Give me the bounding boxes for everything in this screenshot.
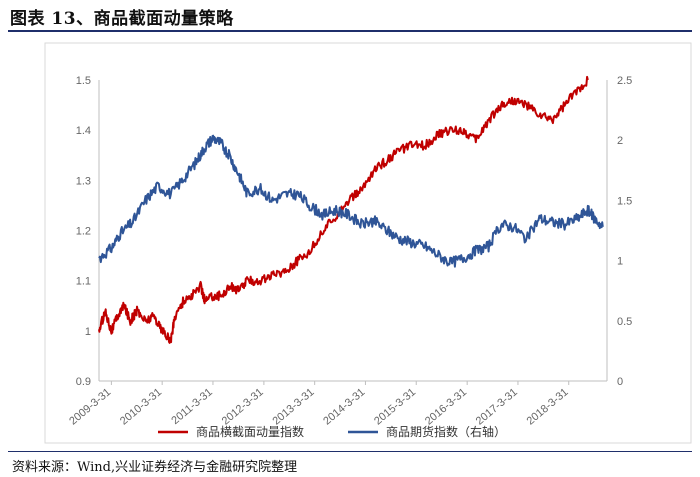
left-tick-label: 1.3 — [76, 175, 91, 187]
right-tick-label: 2 — [617, 135, 623, 147]
legend-label: 商品期货指数（右轴） — [386, 424, 506, 439]
right-tick-label: 1 — [617, 256, 623, 268]
source-note: 资料来源：Wind,兴业证券经济与金融研究院整理 — [12, 460, 298, 475]
x-tick-label: 2014-3-31 — [321, 386, 367, 427]
x-tick-label: 2012-3-31 — [220, 386, 266, 427]
x-tick-label: 2016-3-31 — [423, 386, 469, 427]
chart-frame — [44, 42, 692, 444]
x-tick-label: 2017-3-31 — [474, 386, 520, 427]
title-divider — [8, 30, 692, 32]
legend-label: 商品横截面动量指数 — [196, 424, 304, 439]
left-tick-label: 1 — [85, 326, 91, 338]
page-title: 图表 13、商品截面动量策略 — [10, 9, 234, 29]
x-tick-label: 2013-3-31 — [270, 386, 316, 427]
left-tick-label: 1.5 — [76, 75, 91, 87]
x-tick-label: 2015-3-31 — [372, 386, 418, 427]
left-tick-label: 1.1 — [76, 276, 91, 288]
x-tick-label: 2010-3-31 — [118, 386, 164, 427]
left-tick-label: 1.2 — [76, 226, 91, 238]
chart-legend: 商品横截面动量指数 商品期货指数（右轴） — [158, 424, 506, 439]
chart-axes: 0.9 1 1.1 1.2 1.3 1.4 1.5 0 0.5 1 1.5 2 2.5 2009-3-31… — [67, 75, 632, 428]
x-tick-label: 2011-3-31 — [169, 386, 215, 427]
right-tick-label: 0 — [617, 376, 623, 388]
chart: 0.9 1 1.1 1.2 1.3 1.4 1.5 0 0.5 1 1.5 2 2.5 2009-3-31… — [44, 42, 692, 444]
left-tick-label: 0.9 — [76, 376, 91, 388]
series-line-futures — [98, 134, 604, 268]
x-tick-label: 2009-3-31 — [67, 386, 113, 427]
x-tick-label: 2018-3-31 — [525, 386, 571, 427]
chart-series — [98, 75, 604, 344]
right-tick-label: 0.5 — [617, 316, 632, 328]
right-tick-label: 2.5 — [617, 75, 632, 87]
series-line-momentum — [98, 75, 589, 344]
footer-divider — [8, 451, 692, 452]
left-tick-label: 1.4 — [76, 125, 91, 137]
right-tick-label: 1.5 — [617, 195, 632, 207]
